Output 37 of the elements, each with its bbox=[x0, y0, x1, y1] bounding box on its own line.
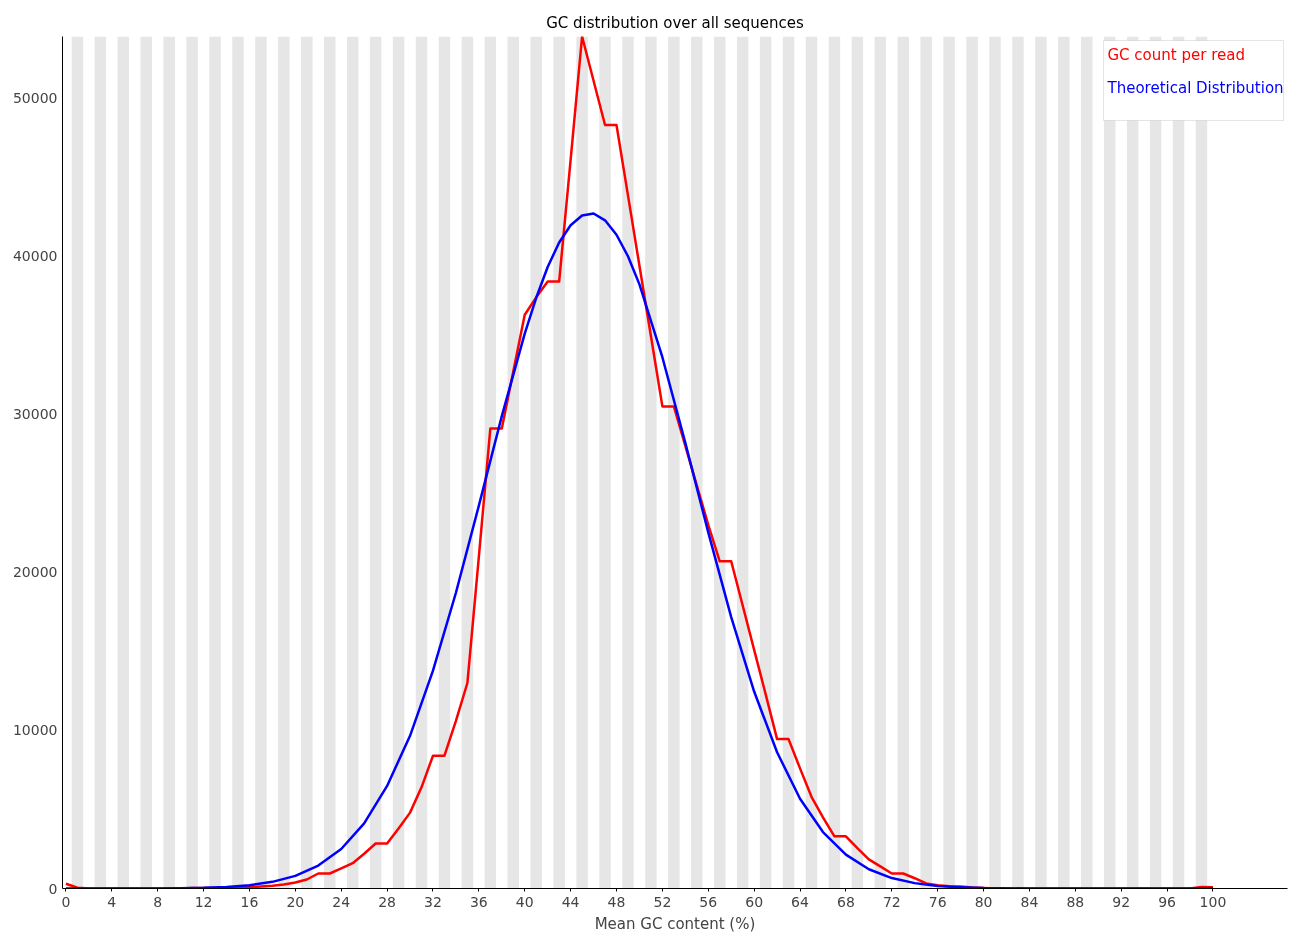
x-tick-label: 64 bbox=[791, 893, 810, 910]
x-tick-label: 92 bbox=[1112, 893, 1131, 910]
x-tick-label: 28 bbox=[378, 893, 397, 910]
x-tick-label: 12 bbox=[194, 893, 213, 910]
x-tick-label: 4 bbox=[107, 893, 117, 910]
x-tick-label: 96 bbox=[1158, 893, 1177, 910]
x-tick-label: 20 bbox=[286, 893, 305, 910]
y-tick-label: 0 bbox=[48, 880, 58, 897]
x-axis-title: Mean GC content (%) bbox=[594, 914, 756, 933]
x-tick-label: 0 bbox=[61, 893, 71, 910]
x-tick-label: 36 bbox=[469, 893, 488, 910]
x-tick-label: 80 bbox=[974, 893, 993, 910]
x-tick-label: 84 bbox=[1020, 893, 1039, 910]
x-tick-label: 24 bbox=[332, 893, 351, 910]
x-tick-label: 68 bbox=[837, 893, 855, 910]
text: GC count per read bbox=[1107, 45, 1245, 64]
x-tick-label: 32 bbox=[424, 893, 442, 910]
x-tick-label: 16 bbox=[240, 893, 259, 910]
x-tick-label: 44 bbox=[561, 893, 580, 910]
y-tick-label: 40000 bbox=[12, 248, 58, 265]
x-tick-label: 72 bbox=[882, 893, 901, 910]
x-tick-label: 52 bbox=[653, 893, 672, 910]
x-tick-label: 40 bbox=[515, 893, 534, 910]
x-tick-label: 60 bbox=[745, 893, 764, 910]
line-series bbox=[64, 212, 1215, 889]
y-tick-label: 30000 bbox=[12, 406, 58, 423]
x-tick-label: 8 bbox=[153, 893, 163, 910]
text: Theoretical Distribution bbox=[1106, 78, 1284, 97]
x-tick-label: 100 bbox=[1199, 893, 1227, 910]
y-tick-label: 10000 bbox=[12, 722, 58, 739]
x-tick-label: 56 bbox=[699, 893, 718, 910]
x-tick-label: 88 bbox=[1066, 893, 1085, 910]
x-tick-label: 76 bbox=[928, 893, 947, 910]
chart-title: GC distribution over all sequences bbox=[546, 13, 805, 32]
x-tick-label: 48 bbox=[607, 893, 626, 910]
y-tick-label: 20000 bbox=[12, 564, 58, 581]
y-tick-label: 50000 bbox=[12, 90, 58, 107]
